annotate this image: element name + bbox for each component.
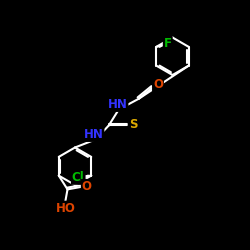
Text: F: F bbox=[164, 37, 172, 50]
Text: HN: HN bbox=[84, 128, 103, 141]
Text: HN: HN bbox=[108, 98, 128, 111]
Text: O: O bbox=[153, 78, 163, 91]
Text: O: O bbox=[82, 180, 92, 193]
Text: Cl: Cl bbox=[72, 171, 85, 184]
Text: S: S bbox=[129, 118, 137, 132]
Text: HO: HO bbox=[56, 202, 76, 214]
